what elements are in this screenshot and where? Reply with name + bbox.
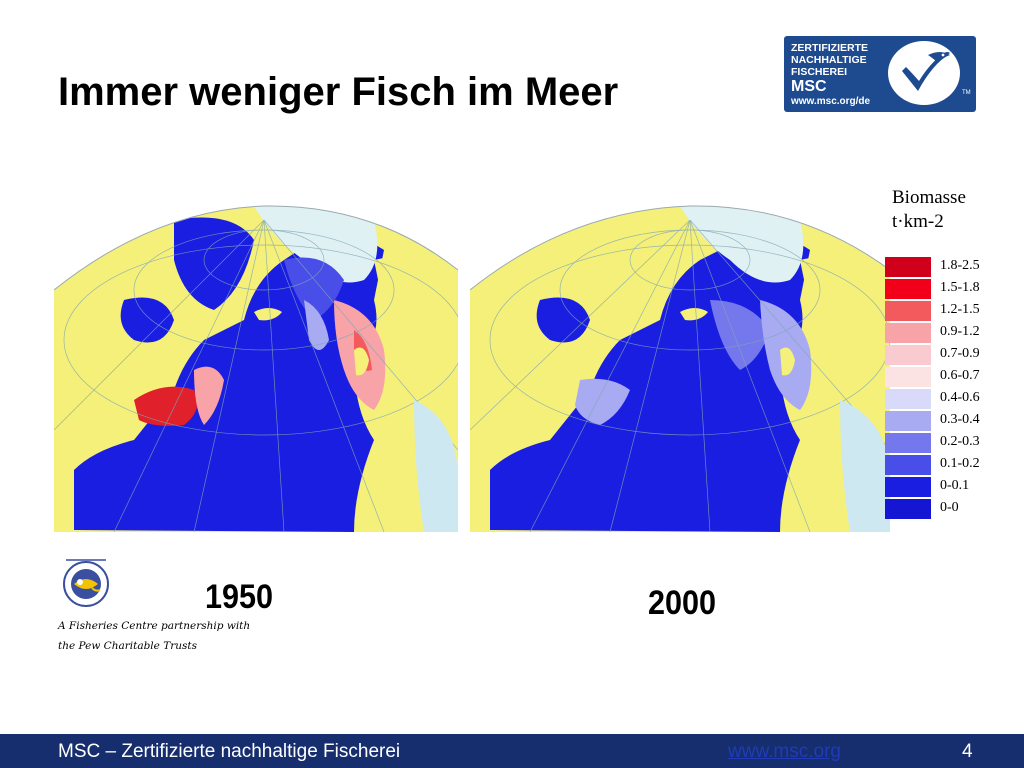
legend-label: 0.1-0.2 bbox=[940, 456, 980, 471]
legend-swatch bbox=[885, 279, 931, 299]
legend-swatch bbox=[885, 301, 931, 321]
north-atlantic-biomass-map-2000 bbox=[470, 200, 890, 532]
legend-label: 0.4-0.6 bbox=[940, 390, 980, 405]
partner-caption: A Fisheries Centre partnership with the … bbox=[58, 616, 250, 656]
footer-bar: MSC – Zertifizierte nachhaltige Fischere… bbox=[0, 734, 1024, 768]
legend-label: 0-0.1 bbox=[940, 478, 970, 493]
footer-text: MSC – Zertifizierte nachhaltige Fischere… bbox=[58, 741, 401, 762]
legend-title-line-2: t·km-2 bbox=[892, 211, 944, 232]
legend-label: 0.3-0.4 bbox=[940, 412, 980, 427]
legend-swatch bbox=[885, 345, 931, 365]
legend-swatch bbox=[885, 257, 931, 277]
footer-link[interactable]: www.msc.org bbox=[728, 741, 841, 762]
partner-line-1: A Fisheries Centre partnership with bbox=[58, 620, 251, 632]
legend-swatch bbox=[885, 367, 931, 387]
msc-logo-oval bbox=[888, 41, 960, 105]
year-label-2000: 2000 bbox=[648, 584, 717, 622]
msc-logo: ZERTIFIZIERTE NACHHALTIGE FISCHEREI MSC … bbox=[784, 36, 976, 112]
legend-label: 1.5-1.8 bbox=[940, 280, 980, 295]
legend-label: 0-0 bbox=[940, 500, 959, 515]
legend-swatch bbox=[885, 389, 931, 409]
legend-title: Biomasse t·km-2 bbox=[892, 186, 966, 234]
year-label-1950: 1950 bbox=[205, 578, 274, 616]
sea-around-us-logo bbox=[63, 559, 109, 607]
msc-logo-line-1: ZERTIFIZIERTE bbox=[791, 42, 868, 54]
legend-label: 0.6-0.7 bbox=[940, 368, 980, 383]
msc-logo-brand: MSC bbox=[791, 78, 827, 95]
msc-logo-tm: TM bbox=[962, 90, 971, 96]
msc-checkmark-fish-icon bbox=[902, 52, 950, 91]
north-atlantic-biomass-map-1950 bbox=[54, 200, 458, 532]
msc-logo-line-3: FISCHEREI bbox=[791, 66, 848, 78]
legend-swatch bbox=[885, 411, 931, 431]
legend-swatch bbox=[885, 477, 931, 497]
legend-swatch bbox=[885, 323, 931, 343]
legend-swatch bbox=[885, 499, 931, 519]
page-number: 4 bbox=[962, 741, 973, 762]
legend-label: 0.2-0.3 bbox=[940, 434, 980, 449]
legend-label: 1.8-2.5 bbox=[940, 258, 980, 273]
legend-swatch bbox=[885, 455, 931, 475]
legend-label: 0.9-1.2 bbox=[940, 324, 980, 339]
msc-logo-url: www.msc.org/de bbox=[791, 96, 871, 107]
partner-line-2: the Pew Charitable Trusts bbox=[58, 640, 197, 652]
msc-logo-text: ZERTIFIZIERTE NACHHALTIGE FISCHEREI MSC … bbox=[791, 42, 870, 108]
legend-swatch bbox=[885, 433, 931, 453]
legend-label: 0.7-0.9 bbox=[940, 346, 980, 361]
legend-label: 1.2-1.5 bbox=[940, 302, 980, 317]
legend-title-line-1: Biomasse bbox=[892, 187, 966, 208]
msc-logo-line-2: NACHHALTIGE bbox=[791, 54, 867, 66]
slide-title: Immer weniger Fisch im Meer bbox=[58, 70, 619, 114]
